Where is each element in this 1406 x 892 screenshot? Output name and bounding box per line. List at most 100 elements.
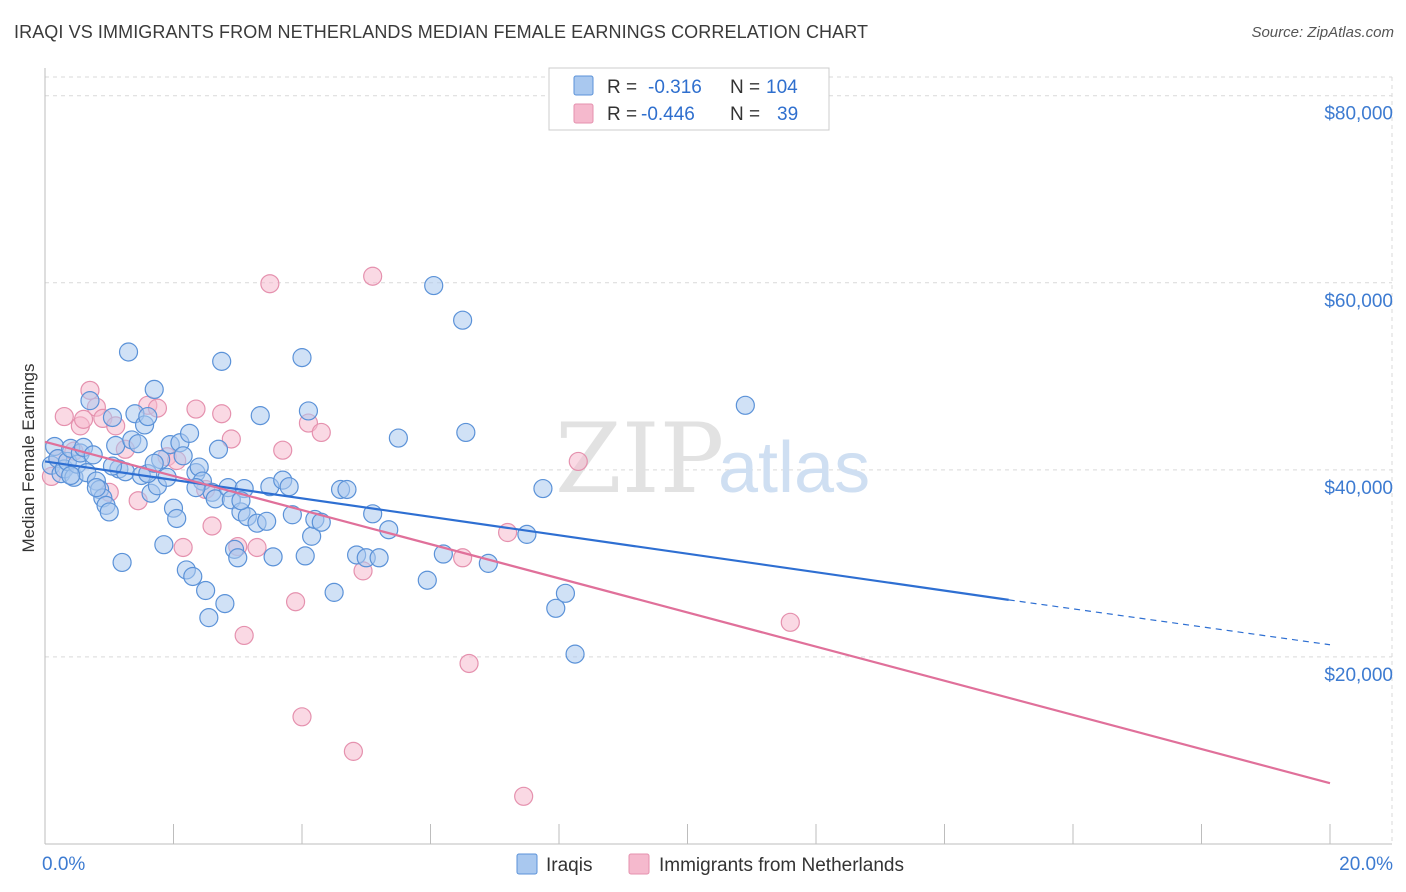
point-iraqis: [369, 548, 389, 568]
point-iraqis: [546, 598, 566, 618]
point-netherlands: [247, 537, 267, 558]
point-iraqis: [257, 511, 277, 531]
watermark-atlas: atlas: [718, 428, 870, 508]
point-netherlands: [54, 406, 74, 427]
series-legend-swatch-iraqis: [516, 853, 538, 875]
legend-r-label-netherlands: R =: [607, 104, 637, 125]
point-netherlands: [311, 422, 331, 443]
point-iraqis: [112, 552, 132, 573]
point-iraqis: [282, 505, 302, 525]
x-tick-label-end: 20.0%: [1339, 854, 1393, 875]
chart-title: IRAQI VS IMMIGRANTS FROM NETHERLANDS MED…: [14, 22, 869, 42]
point-iraqis: [179, 423, 200, 443]
stats-legend: R = -0.316 N = 104 R = -0.446 N = 39: [548, 67, 830, 131]
point-iraqis: [173, 446, 193, 466]
point-iraqis: [417, 570, 437, 590]
y-tick-label: $40,000: [1324, 478, 1393, 499]
point-netherlands: [343, 741, 363, 761]
trend-line-netherlands: [44, 440, 1331, 785]
point-iraqis: [183, 566, 203, 587]
axes: [44, 68, 1392, 845]
y-tick-label: $60,000: [1324, 291, 1393, 312]
point-iraqis: [295, 546, 315, 566]
point-netherlands: [292, 707, 312, 727]
point-iraqis: [215, 594, 235, 614]
legend-swatch-netherlands: [573, 103, 594, 124]
point-iraqis: [263, 547, 283, 567]
point-iraqis: [250, 406, 270, 426]
point-iraqis: [99, 502, 119, 522]
point-netherlands: [273, 440, 293, 460]
point-iraqis: [228, 548, 248, 568]
point-netherlands: [459, 653, 479, 674]
stats-legend-box: [548, 67, 830, 131]
legend-n-label-netherlands: N =: [730, 104, 760, 125]
point-netherlands: [285, 592, 306, 612]
point-iraqis: [453, 310, 473, 330]
point-netherlands: [780, 612, 800, 632]
point-netherlands: [234, 625, 254, 646]
point-iraqis: [86, 478, 107, 498]
legend-n-value-iraqis: 104: [766, 77, 798, 98]
point-iraqis: [337, 479, 357, 500]
point-netherlands: [514, 786, 534, 806]
point-iraqis: [298, 401, 319, 421]
x-tick-label-start: 0.0%: [42, 854, 85, 875]
point-iraqis: [212, 351, 232, 371]
legend-r-value-iraqis: -0.316: [648, 77, 702, 98]
point-netherlands: [173, 537, 193, 558]
series-legend: Iraqis Immigrants from Netherlands: [516, 853, 904, 876]
x-tick-labels: 0.0% 20.0%: [42, 854, 1393, 875]
y-tick-label: $80,000: [1324, 104, 1393, 125]
point-netherlands: [73, 409, 94, 429]
point-netherlands: [212, 404, 232, 424]
point-iraqis: [279, 477, 299, 497]
points-iraqis: [41, 275, 755, 664]
point-netherlands: [221, 429, 241, 449]
legend-r-label-iraqis: R =: [607, 77, 637, 98]
y-tick-label: $20,000: [1324, 665, 1393, 686]
point-iraqis: [144, 453, 164, 473]
point-netherlands: [568, 451, 588, 472]
point-netherlands: [202, 516, 222, 536]
point-iraqis: [196, 580, 216, 601]
point-iraqis: [379, 520, 399, 540]
point-iraqis: [106, 435, 126, 456]
point-iraqis: [292, 348, 312, 368]
point-iraqis: [517, 524, 537, 544]
points-immigrants-netherlands: [41, 266, 800, 806]
point-iraqis: [208, 439, 229, 459]
point-iraqis: [324, 582, 344, 602]
point-iraqis: [61, 465, 81, 486]
legend-n-label-iraqis: N =: [730, 77, 760, 98]
trend-lines: [44, 440, 1331, 785]
point-iraqis: [80, 391, 100, 411]
source-note: Source: ZipAtlas.com: [1251, 24, 1394, 41]
point-iraqis: [154, 535, 174, 555]
point-iraqis: [138, 406, 158, 427]
point-netherlands: [260, 274, 280, 294]
series-legend-label-netherlands: Immigrants from Netherlands: [659, 855, 904, 876]
point-iraqis: [456, 422, 476, 443]
point-netherlands: [186, 399, 206, 419]
point-iraqis: [311, 512, 331, 532]
point-netherlands: [363, 266, 383, 286]
point-iraqis: [102, 407, 123, 428]
point-iraqis: [555, 583, 576, 603]
point-iraqis: [128, 434, 148, 454]
legend-n-value-netherlands: 39: [777, 104, 798, 125]
point-iraqis: [118, 342, 139, 362]
y-axis-label: Median Female Earnings: [19, 364, 38, 553]
point-iraqis: [735, 395, 755, 415]
point-iraqis: [565, 644, 585, 664]
series-legend-swatch-netherlands: [628, 853, 650, 875]
y-tick-labels: $20,000 $40,000 $60,000 $80,000: [1324, 104, 1393, 686]
point-iraqis: [424, 275, 444, 296]
legend-r-value-netherlands: -0.446: [641, 104, 695, 125]
point-iraqis: [533, 478, 553, 499]
watermark: ZIP atlas: [555, 403, 870, 515]
point-iraqis: [167, 508, 187, 529]
point-iraqis: [199, 608, 219, 628]
series-legend-label-iraqis: Iraqis: [546, 855, 592, 876]
